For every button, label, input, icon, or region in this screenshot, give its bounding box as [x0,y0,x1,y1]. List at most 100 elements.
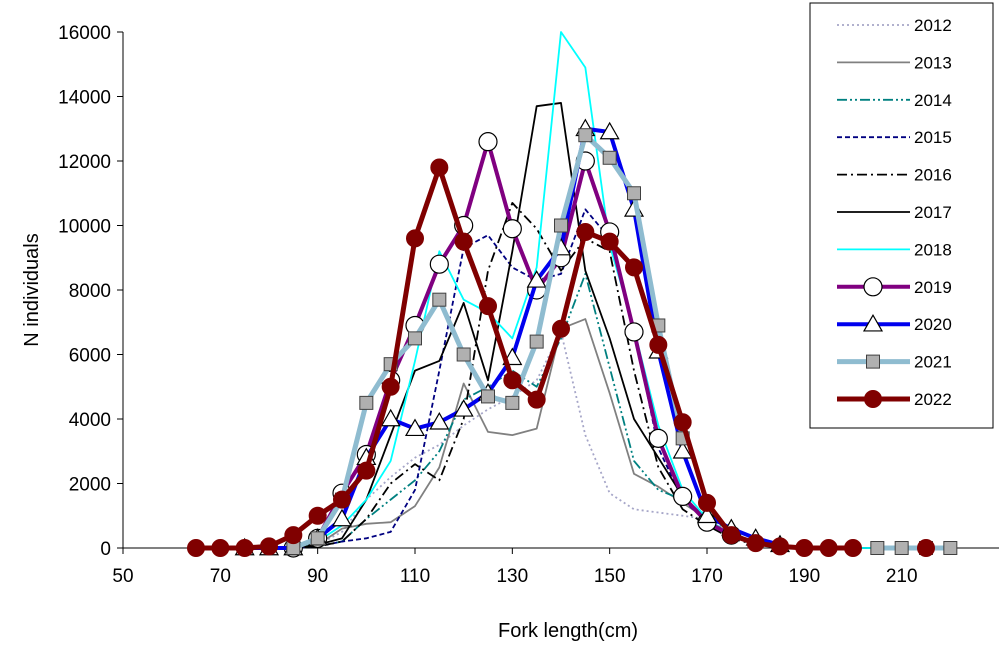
data-point-2021 [870,541,885,555]
data-point-2022 [576,222,595,241]
series-2021 [286,128,958,555]
series-2012 [244,331,951,549]
data-point-2020 [429,412,450,430]
legend-marker-2021 [866,354,880,369]
x-tick-label: 110 [400,566,430,587]
legend-label-2019: 2019 [914,278,952,297]
y-tick-label: 12000 [58,152,111,173]
x-tick-label: 150 [594,566,626,587]
legend-item-2020: 2020 [837,313,952,334]
data-point-2022 [600,232,619,251]
x-tick-label: 70 [210,566,231,587]
x-tick-label: 210 [886,566,918,587]
data-point-2022 [187,539,205,557]
data-point-2019 [624,322,644,342]
data-point-2022 [235,539,254,557]
legend-label-2022: 2022 [914,390,952,409]
y-axis-title: N individuals [21,233,43,346]
data-point-2022 [819,539,838,557]
data-point-2021 [505,395,520,410]
y-tick-label: 8000 [69,281,111,302]
legend-item-2018: 2018 [837,240,952,259]
data-point-2022 [649,335,668,354]
data-point-2022 [454,232,473,251]
x-tick-label: 50 [112,566,133,587]
data-point-2022 [284,526,303,545]
data-point-2021 [894,541,909,555]
data-point-2022 [430,158,449,177]
data-point-2021 [602,150,617,165]
legend-label-2014: 2014 [914,91,952,110]
data-point-2022 [795,539,814,557]
data-point-2022 [917,539,935,557]
data-point-2022 [673,413,692,432]
data-point-2022 [844,539,862,557]
legend-marker-2019 [863,277,883,297]
legend-item-2017: 2017 [837,203,952,222]
y-tick-label: 0 [100,539,111,560]
legend-label-2021: 2021 [914,353,952,372]
x-tick-label: 170 [691,566,723,587]
data-point-2022 [503,371,522,390]
legend-marker-2022 [864,390,882,408]
data-point-2021 [310,531,325,546]
legend-label-2012: 2012 [914,16,952,35]
x-tick-label: 130 [496,566,528,587]
data-point-2022 [771,537,789,556]
data-point-2022 [211,539,230,557]
data-point-2022 [698,493,716,512]
data-point-2021 [481,389,495,404]
legend-item-2012: 2012 [837,16,952,35]
y-tick-label: 14000 [58,88,111,109]
data-point-2019 [429,254,449,274]
series-layer [187,31,958,558]
x-tick-label: 190 [788,566,820,587]
series-line-2012 [244,331,951,549]
data-point-2020 [380,408,401,427]
legend-label-2017: 2017 [914,203,952,222]
legend-label-2013: 2013 [914,53,952,72]
legend: 2012 2013 2014 2015 2016 2017 2018 2019 2020 2021… [809,2,994,429]
legend-marker-2020 [862,313,884,332]
y-tick-label: 2000 [69,475,111,496]
legend-item-2015: 2015 [837,128,952,147]
legend-item-2019: 2019 [837,277,952,297]
y-tick-label: 10000 [58,217,111,238]
data-point-2022 [625,258,643,277]
y-tick-label: 16000 [58,23,111,44]
data-point-2022 [527,390,546,409]
data-point-2021 [554,218,568,233]
legend-box [809,2,994,429]
series-line-2022 [196,164,853,551]
data-point-2022 [381,377,400,396]
legend-item-2016: 2016 [837,166,952,185]
data-point-2021 [529,334,544,349]
data-point-2022 [479,297,497,316]
data-point-2019 [648,428,668,448]
data-point-2020 [672,441,693,459]
series-2022 [187,158,935,557]
data-point-2020 [599,121,620,140]
data-point-2019 [502,219,522,239]
data-point-2021 [943,541,958,555]
legend-item-2014: 2014 [837,91,952,110]
data-point-2022 [552,319,570,338]
data-point-2021 [627,186,641,201]
legend-label-2015: 2015 [914,128,952,147]
data-point-2022 [722,526,741,545]
data-point-2020 [526,270,547,288]
x-tick-label: 90 [307,566,328,587]
legend-label-2018: 2018 [914,240,952,259]
legend-label-2020: 2020 [914,315,952,334]
legend-label-2016: 2016 [914,166,952,185]
data-point-2022 [333,490,351,509]
y-tick-label: 4000 [69,410,111,431]
data-point-2022 [308,506,327,525]
legend-item-2021: 2021 [837,353,952,372]
data-point-2020 [696,505,718,524]
axes: 0 2000 4000 6000 8000 10000 12000 14000 16000 50 7… [58,23,999,587]
data-point-2022 [746,534,765,553]
data-point-2019 [478,132,498,152]
data-point-2021 [456,347,471,362]
